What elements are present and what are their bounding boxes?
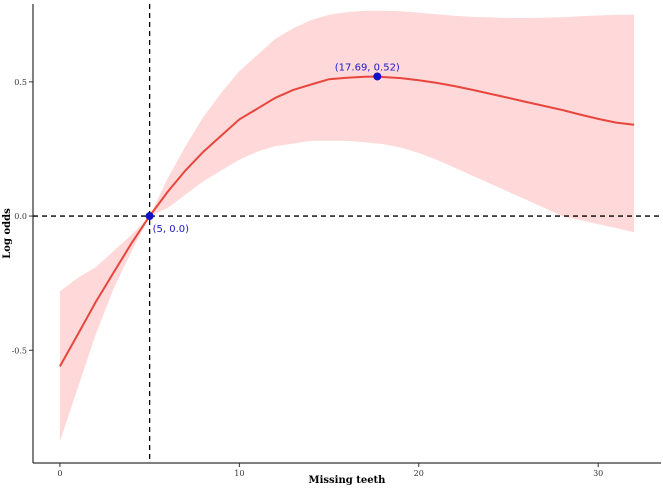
log-odds-line [59,75,635,367]
highlight-point [373,72,382,81]
y-tick-label: 0.0 [14,212,27,221]
y-axis-title: Log odds [2,208,13,259]
y-tick-label: -0.5 [12,346,27,355]
x-tick-label: 30 [593,469,603,478]
highlight-point-label: (5, 0.0) [153,224,190,235]
highlight-point-label: (17.69, 0.52) [335,62,400,73]
highlight-point [145,212,154,221]
confidence-band [59,10,635,442]
x-axis-title: Missing teeth [309,475,387,486]
x-tick-label: 0 [57,469,62,478]
x-tick-label: 20 [414,469,424,478]
x-tick-label: 10 [234,469,244,478]
y-tick-label: 0.5 [14,78,27,87]
